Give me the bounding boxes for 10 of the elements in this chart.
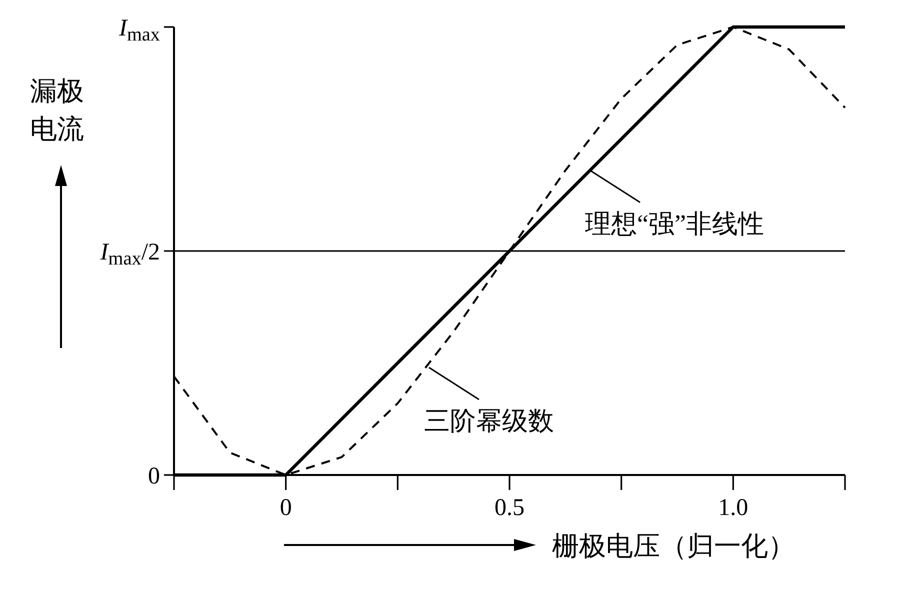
text: 0 [148,463,160,490]
text: I$_{max}$ [118,15,160,46]
y-axis-title: 漏极电流 [30,76,84,144]
ref-line-label: I$_{max}$/2 [99,239,160,270]
x-axis-title: 栅极电压（归一化） [552,531,795,561]
x-tick-label: 0.5 [494,495,524,521]
annotation: 理想“强”非线性 [585,209,764,238]
x-tick-label: 1.0 [718,495,748,521]
annotation: 三阶幂级数 [424,406,554,436]
x-tick-label: 0 [280,495,292,521]
